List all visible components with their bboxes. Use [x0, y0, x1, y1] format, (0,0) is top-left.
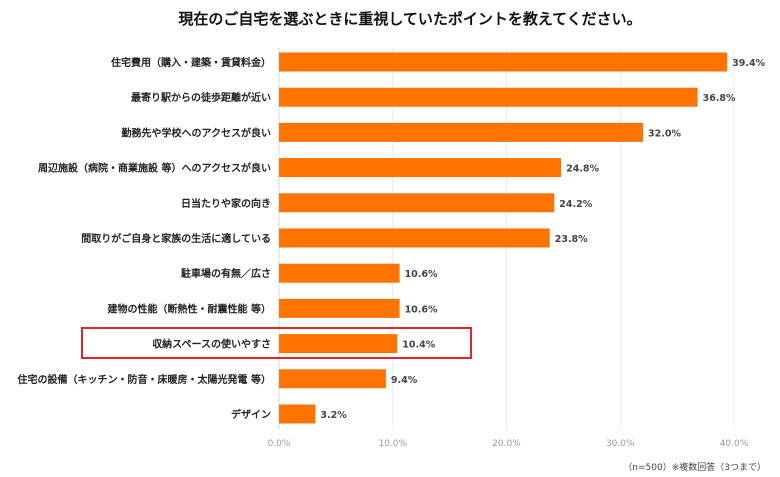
footnote: （n=500）※複数回答（3つまで）	[623, 463, 766, 473]
category-label: 周辺施設（病院・商業施設 等）へのアクセスが良い	[38, 162, 271, 175]
highlight-box	[81, 327, 472, 359]
value-label: 10.6%	[405, 304, 438, 315]
value-label: 39.4%	[732, 58, 765, 69]
value-label: 10.6%	[405, 269, 438, 280]
category-label: 最寄り駅からの徒歩距離が近い	[131, 91, 271, 104]
bar	[279, 158, 562, 178]
value-label: 24.2%	[559, 199, 592, 210]
bar	[279, 298, 400, 318]
bar	[279, 263, 400, 283]
category-label: 間取りがご自身と家族の生活に適している	[81, 232, 271, 245]
x-tick-label: 30.0%	[606, 439, 635, 449]
category-label: 日当たりや家の向き	[181, 197, 271, 210]
value-label: 23.8%	[555, 234, 588, 245]
category-label: 勤務先や学校へのアクセスが良い	[122, 126, 272, 139]
category-label: 住宅の設備（キッチン・防音・床暖房・太陽光発電 等）	[18, 373, 271, 386]
x-tick-label: 0.0%	[268, 439, 291, 449]
value-label: 10.4%	[402, 340, 435, 351]
value-label: 36.8%	[703, 93, 736, 104]
bar	[279, 334, 398, 354]
value-label: 9.4%	[391, 375, 418, 386]
x-tick-label: 40.0%	[720, 439, 749, 449]
category-label: 住宅費用（購入・建築・賃貸料金）	[111, 56, 271, 69]
bar	[279, 228, 550, 248]
bar	[279, 404, 316, 424]
chart-title: 現在のご自宅を選ぶときに重視していたポイントを教えてください。	[178, 10, 642, 28]
bar	[279, 52, 728, 72]
x-tick-label: 10.0%	[378, 439, 407, 449]
bar	[279, 87, 698, 107]
value-label: 24.8%	[566, 164, 599, 175]
x-tick-label: 20.0%	[492, 439, 521, 449]
value-label: 3.2%	[320, 410, 347, 421]
category-label: 駐車場の有無／広さ	[181, 267, 271, 280]
bar	[279, 193, 555, 213]
bar	[279, 369, 386, 389]
category-label: 建物の性能（断熱性・耐震性能 等）	[107, 302, 271, 315]
bar	[279, 122, 643, 142]
value-label: 32.0%	[648, 128, 681, 139]
category-label: デザイン	[231, 408, 271, 421]
category-label: 収納スペースの使いやすさ	[152, 338, 271, 351]
